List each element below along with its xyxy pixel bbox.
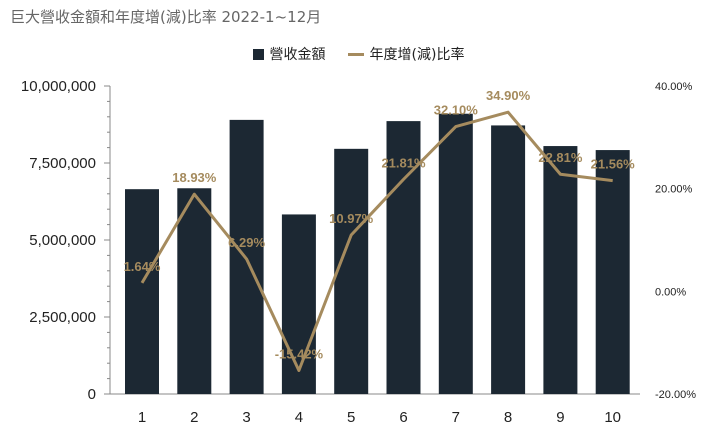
growth-data-label: -15.42% xyxy=(275,346,324,361)
legend-item-growth: 年度增(減)比率 xyxy=(347,44,465,64)
x-tick-label: 10 xyxy=(604,409,621,426)
growth-data-label: 10.97% xyxy=(329,211,374,226)
x-tick-label: 8 xyxy=(504,409,512,426)
revenue-bar xyxy=(125,189,159,394)
legend: 營收金額 年度增(減)比率 xyxy=(0,44,717,64)
growth-data-label: 34.90% xyxy=(486,88,531,103)
revenue-bar xyxy=(281,214,316,394)
right-tick-label: 20.00% xyxy=(655,184,693,196)
x-tick-label: 4 xyxy=(295,409,303,426)
growth-data-label: 21.81% xyxy=(381,155,426,170)
revenue-bar xyxy=(438,113,473,394)
revenue-bar xyxy=(334,148,369,394)
right-tick-label: -20.00% xyxy=(655,389,696,401)
x-tick-label: 1 xyxy=(138,409,146,426)
x-tick-label: 7 xyxy=(452,409,460,426)
chart-title: 巨大營收金額和年度增(減)比率 2022-1~12月 xyxy=(10,8,322,26)
left-tick-label: 10,000,000 xyxy=(21,78,96,95)
growth-data-label: 32.10% xyxy=(434,103,479,118)
legend-label-growth: 年度增(減)比率 xyxy=(369,47,465,63)
revenue-bar xyxy=(595,150,630,394)
x-tick-label: 3 xyxy=(242,409,250,426)
growth-data-label: 1.64% xyxy=(124,259,161,274)
legend-swatch-line xyxy=(347,52,364,56)
legend-swatch-bar xyxy=(252,48,264,60)
growth-data-label: 22.81% xyxy=(538,150,583,165)
revenue-bar xyxy=(177,188,212,394)
left-tick-label: 0 xyxy=(88,386,96,403)
x-tick-label: 5 xyxy=(347,409,355,426)
legend-label-revenue: 營收金額 xyxy=(269,47,326,63)
x-tick-label: 6 xyxy=(399,409,407,426)
revenue-bar xyxy=(491,125,526,394)
left-tick-label: 7,500,000 xyxy=(29,155,96,172)
left-tick-label: 5,000,000 xyxy=(29,232,96,249)
growth-data-label: 6.29% xyxy=(228,235,265,250)
right-tick-label: 0.00% xyxy=(655,286,686,298)
left-tick-label: 2,500,000 xyxy=(29,309,96,326)
revenue-bar xyxy=(543,146,578,394)
x-tick-label: 9 xyxy=(556,409,564,426)
growth-line xyxy=(140,110,613,372)
right-tick-label: 40.00% xyxy=(655,81,693,93)
x-tick-label: 2 xyxy=(190,409,198,426)
growth-data-label: 18.93% xyxy=(172,170,217,185)
growth-data-label: 21.56% xyxy=(591,157,636,172)
legend-item-revenue: 營收金額 xyxy=(252,44,326,64)
